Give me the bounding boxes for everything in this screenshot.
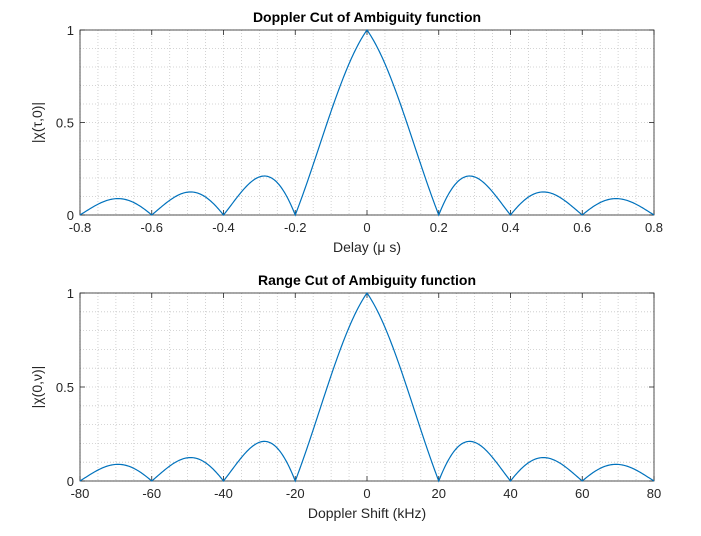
x-tick-label: -0.4 <box>212 220 234 235</box>
chart-title: Range Cut of Ambiguity function <box>258 272 476 288</box>
chart-title: Doppler Cut of Ambiguity function <box>253 9 481 25</box>
x-tick-label: 20 <box>432 486 446 501</box>
x-tick-label: -0.6 <box>141 220 163 235</box>
x-tick-label: -0.8 <box>69 220 91 235</box>
x-tick-label: -60 <box>142 486 161 501</box>
x-tick-label: -0.2 <box>284 220 306 235</box>
series-line <box>79 291 655 483</box>
y-tick-label: 1 <box>67 23 74 38</box>
x-tick-label: 80 <box>647 486 661 501</box>
y-tick-label: 0.5 <box>56 116 74 131</box>
x-tick-label: 0 <box>363 220 370 235</box>
x-tick-label: 60 <box>575 486 589 501</box>
y-axis-label: |χ(0,ν)| <box>29 366 45 409</box>
x-tick-label: 0.8 <box>645 220 663 235</box>
x-axis-label: Delay (μ s) <box>333 239 401 255</box>
range-cut-axes: -80 -60 -40 -20 0 20 40 60 80 0 0.5 1 Range Cut of A… <box>29 272 661 521</box>
doppler-cut-axes: -0.8 -0.6 -0.4 -0.2 0 0.2 0.4 0.6 0.8 0 0.5 1 Dopple… <box>29 9 663 255</box>
x-tick-label: 0 <box>363 486 370 501</box>
x-tick-label: -80 <box>71 486 90 501</box>
x-tick-label: 0.6 <box>573 220 591 235</box>
x-tick-label: -20 <box>286 486 305 501</box>
x-axis-label: Doppler Shift (kHz) <box>308 505 426 521</box>
x-tick-label: -40 <box>214 486 233 501</box>
y-tick-label: 0 <box>67 474 74 489</box>
y-tick-label: 0 <box>67 208 74 223</box>
x-tick-label: 40 <box>503 486 517 501</box>
y-tick-label: 0.5 <box>56 380 74 395</box>
y-axis-label: |χ(τ,0)| <box>29 102 45 143</box>
x-tick-label: 0.2 <box>430 220 448 235</box>
y-tick-label: 1 <box>67 286 74 301</box>
series-line <box>79 28 655 217</box>
x-tick-label: 0.4 <box>501 220 519 235</box>
